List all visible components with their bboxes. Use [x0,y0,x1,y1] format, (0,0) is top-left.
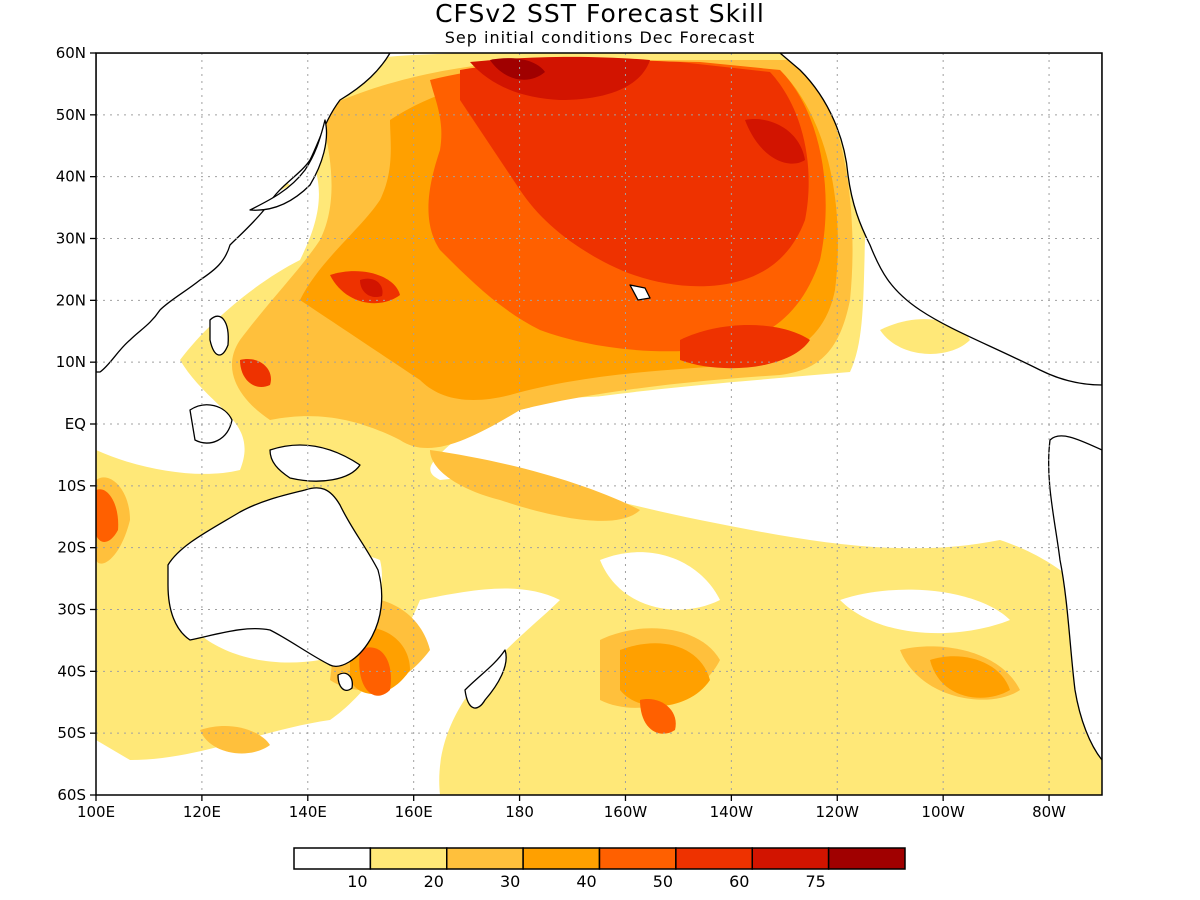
legend-level-label: 75 [805,872,825,891]
australia-outline [167,487,383,667]
legend-swatch [675,847,753,870]
legend-level-label: 30 [500,872,520,891]
lat-label: 40S [57,662,86,680]
legend-swatch [751,847,830,870]
legend-swatch [522,847,601,870]
map-subtitle: Sep initial conditions Dec Forecast [444,28,756,47]
philippines-outline [209,315,229,356]
lat-label: 50N [56,106,86,124]
lon-label: 140W [710,803,754,821]
lat-label: 30S [57,601,86,619]
legend-level-label: 40 [576,872,596,891]
legend-level-label: 10 [347,872,367,891]
japan-outline [249,119,328,211]
lat-label: 60N [56,44,86,62]
skill-band-above-75 [490,58,545,80]
lon-label: 140E [289,803,327,821]
new-zealand-outline [464,649,507,709]
lat-label: 20N [56,291,86,309]
asia-outline [96,53,391,373]
lat-label: 20S [57,539,86,557]
legend-swatch [293,847,372,870]
lon-label: 100W [921,803,965,821]
skill-band-50-60 [240,60,810,388]
map-grid [96,53,1102,795]
latitude-axis: 60N 50N 40N 30N 20N 10N EQ 10S 20S 30S 40S 50S 60S [56,44,96,804]
lat-label: 10S [57,477,86,495]
borneo-outline [189,404,233,444]
lon-label: 80W [1032,803,1066,821]
legend-level-label: 50 [653,872,673,891]
hawaii-outline [629,284,651,301]
tasmania-outline [337,672,353,691]
lat-label: 50S [57,724,86,742]
map-title: CFSv2 SST Forecast Skill [435,0,765,28]
lon-label: 120W [816,803,860,821]
lat-label: EQ [65,415,86,433]
legend-swatch [369,847,448,870]
south-america-outline [1048,435,1102,761]
lat-label: 30N [56,230,86,248]
lon-label: 160E [395,803,433,821]
new-guinea-outline [269,444,361,482]
land-outlines [96,53,1102,761]
lat-label: 60S [57,786,86,804]
legend-swatch [446,847,524,870]
longitude-axis: 100E 120E 140E 160E 180 160W 140W 120W 100W 80W [77,795,1066,821]
legend-swatch [598,847,677,870]
skill-contours [96,53,1102,795]
north-america-outline [779,53,1102,386]
legend-level-label: 20 [424,872,444,891]
lat-label: 10N [56,353,86,371]
lon-label: 160W [604,803,648,821]
lon-label: 120E [183,803,221,821]
color-legend: 10 20 30 40 50 60 75 [293,847,906,891]
legend-level-label: 60 [729,872,749,891]
legend-swatch [827,847,906,870]
lat-label: 40N [56,168,86,186]
lon-label: 180 [505,803,534,821]
lon-label: 100E [77,803,115,821]
